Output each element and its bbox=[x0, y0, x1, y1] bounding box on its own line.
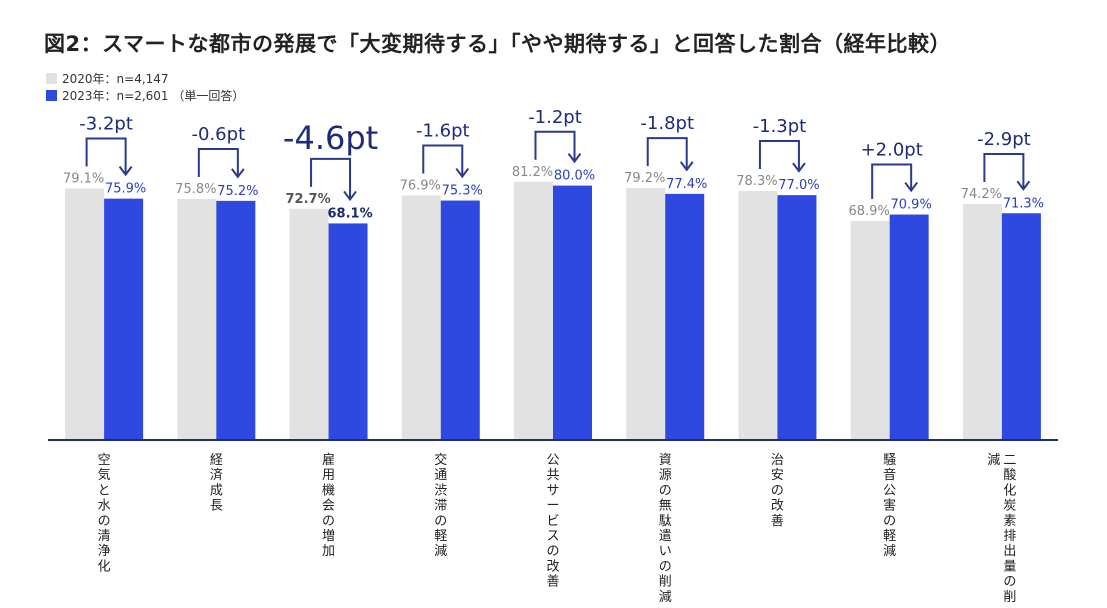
data-label-2020: 79.1% bbox=[63, 171, 104, 186]
change-label: -1.2pt bbox=[528, 107, 582, 128]
bar-2023 bbox=[1001, 213, 1041, 440]
change-bracket bbox=[422, 144, 464, 177]
bar-2020 bbox=[177, 198, 217, 440]
arrow-head bbox=[1016, 180, 1031, 191]
category-label: 経済成長 bbox=[210, 453, 223, 514]
legend: 2020年：n=4,147 2023年：n=2,601 （単一回答） bbox=[46, 70, 244, 104]
bar-2023 bbox=[889, 214, 929, 440]
category-label: 公共サービスの改善 bbox=[546, 453, 559, 590]
bar-2023 bbox=[216, 200, 256, 440]
data-label-2023: 77.0% bbox=[778, 178, 819, 193]
data-label-2023: 75.3% bbox=[442, 184, 483, 199]
category-label: 雇用機会の増加 bbox=[322, 452, 335, 559]
data-label-2023: 75.9% bbox=[105, 182, 146, 197]
bar-2020 bbox=[289, 208, 329, 440]
arrow-head bbox=[118, 166, 133, 177]
legend-item-2020: 2020年：n=4,147 bbox=[46, 70, 244, 87]
change-bracket bbox=[197, 147, 239, 177]
category-label: 減 bbox=[987, 452, 1000, 468]
bar-2023 bbox=[553, 185, 592, 440]
data-label-2020: 75.8% bbox=[175, 182, 216, 197]
legend-label-2020: 2020年：n=4,147 bbox=[62, 72, 169, 86]
category-label: 空気と水の清浄化 bbox=[98, 453, 111, 574]
data-label-2020: 74.2% bbox=[961, 187, 1002, 202]
bar-2023 bbox=[665, 193, 705, 440]
legend-swatch-2023 bbox=[46, 90, 57, 101]
arrow-head bbox=[679, 161, 694, 172]
change-label: -0.6pt bbox=[192, 124, 246, 145]
data-label-2023: 68.1% bbox=[328, 206, 373, 221]
bar-2020 bbox=[738, 191, 778, 440]
category-label: 資源の無駄遣いの削減 bbox=[659, 453, 672, 605]
data-label-2020: 78.3% bbox=[736, 174, 777, 189]
category-label: 二酸化炭素排出量の削 bbox=[1003, 453, 1016, 605]
category-label: 交通渋滞の軽減 bbox=[434, 452, 447, 559]
change-label: -3.2pt bbox=[79, 113, 133, 134]
data-label-2020: 76.9% bbox=[400, 178, 441, 193]
data-label-2023: 71.3% bbox=[1003, 196, 1044, 211]
arrow-head bbox=[455, 167, 470, 179]
data-label-2023: 70.9% bbox=[891, 198, 932, 213]
bar-2020 bbox=[626, 188, 666, 440]
data-label-2023: 80.0% bbox=[554, 169, 595, 184]
category-label: 騒音公害の軽減 bbox=[883, 453, 896, 559]
change-label: -1.8pt bbox=[640, 113, 694, 134]
arrow-head bbox=[904, 181, 918, 193]
data-label-2023: 77.4% bbox=[666, 177, 707, 192]
change-label: -4.6pt bbox=[283, 119, 378, 157]
change-bracket bbox=[758, 140, 800, 172]
bar-2023 bbox=[104, 198, 144, 440]
bar-2023 bbox=[440, 200, 480, 440]
chart-title: 図2：スマートな都市の発展で「大変期待する」「やや期待する」と回答した割合（経年… bbox=[44, 32, 951, 56]
bar-2023 bbox=[328, 223, 368, 440]
arrow-head bbox=[343, 190, 357, 202]
data-label-2020: 81.2% bbox=[512, 165, 553, 180]
change-bracket bbox=[646, 137, 688, 170]
bar-2020 bbox=[962, 204, 1002, 440]
change-bracket bbox=[983, 153, 1025, 190]
change-bracket bbox=[85, 137, 127, 175]
change-label: -2.9pt bbox=[977, 129, 1031, 150]
data-label-2020: 68.9% bbox=[849, 204, 890, 219]
bar-2020 bbox=[514, 181, 553, 440]
change-label: -1.6pt bbox=[416, 120, 470, 141]
legend-item-2023: 2023年：n=2,601 （単一回答） bbox=[46, 87, 244, 104]
bar-2020 bbox=[401, 195, 441, 440]
legend-swatch-2020 bbox=[46, 73, 57, 84]
arrow-head bbox=[792, 162, 806, 173]
bar-2020 bbox=[850, 220, 890, 440]
arrow-head bbox=[567, 153, 582, 164]
change-bracket bbox=[310, 157, 352, 200]
data-label-2020: 72.7% bbox=[286, 192, 331, 207]
change-label: -1.3pt bbox=[753, 116, 807, 137]
data-label-2020: 79.2% bbox=[624, 171, 665, 186]
data-label-2023: 75.2% bbox=[217, 184, 258, 199]
arrow-head bbox=[231, 168, 245, 179]
bar-2020 bbox=[65, 188, 105, 440]
bar-2023 bbox=[777, 195, 817, 440]
change-bracket bbox=[871, 163, 913, 199]
change-label: +2.0pt bbox=[861, 140, 923, 161]
category-label: 治安の改善 bbox=[771, 453, 784, 529]
change-bracket bbox=[534, 130, 576, 162]
legend-label-2023: 2023年：n=2,601 （単一回答） bbox=[62, 89, 245, 103]
